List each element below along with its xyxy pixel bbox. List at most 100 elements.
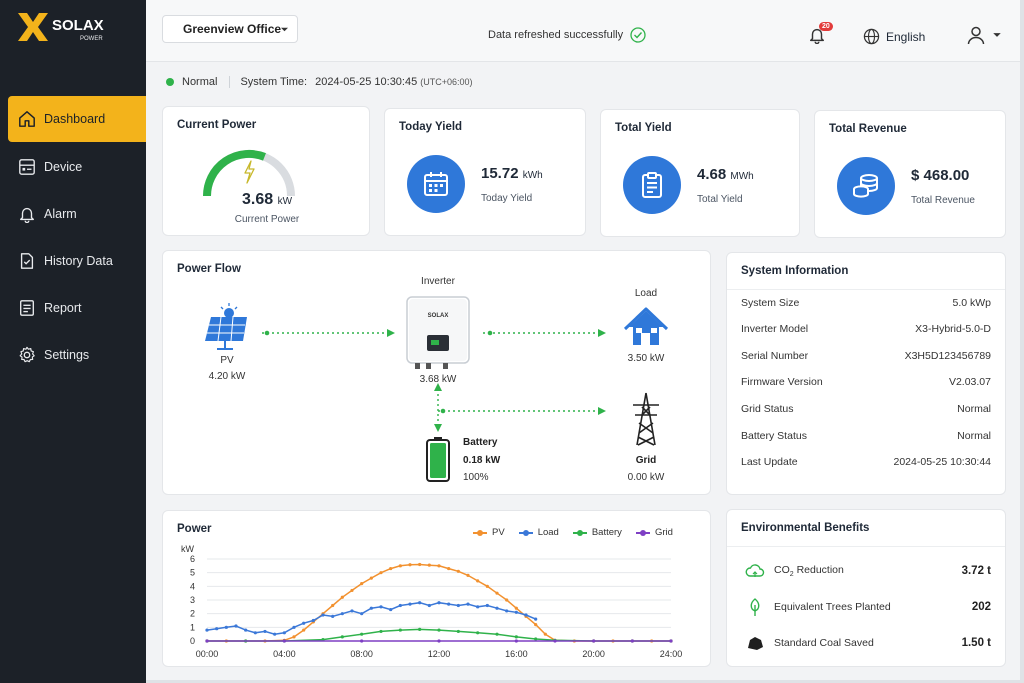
logo-text: SOLAX <box>52 17 104 34</box>
sidebar-item-label: Settings <box>44 348 90 362</box>
legend-swatch <box>473 529 487 536</box>
chart-title: Power <box>177 523 212 535</box>
data-point-pv <box>485 584 489 588</box>
sidebar-item-dashboard[interactable]: Dashboard <box>8 96 146 142</box>
current-power-value: 3.68 <box>241 191 274 208</box>
sidebar-item-label: History Data <box>44 254 113 268</box>
data-point-pv <box>534 623 538 627</box>
y-tick-label: 1 <box>190 622 195 632</box>
data-point-grid <box>437 639 441 643</box>
data-point-load <box>360 612 364 616</box>
data-point-load <box>311 618 315 623</box>
power-line-chart: kW 0 1 2 3 4 5 6 00:00 04:00 08:00 12:00 16:00 20:00 2… <box>181 544 683 659</box>
language-selector[interactable]: English <box>863 28 925 45</box>
info-value: Normal <box>957 430 991 442</box>
info-value: Normal <box>957 403 991 415</box>
data-point-load <box>418 601 422 605</box>
data-point-grid <box>205 639 209 643</box>
grid-tower-icon <box>633 392 659 446</box>
calendar-icon <box>424 172 448 196</box>
data-point-grid <box>553 639 557 643</box>
system-info-card: System Information System Size 5.0 kWp In… <box>726 252 1006 495</box>
battery-soc: 100% <box>463 472 489 483</box>
trees-label: Equivalent Trees Planted <box>774 601 891 613</box>
divider <box>727 546 1005 547</box>
today-yield-label: Today Yield <box>481 193 533 204</box>
report-icon <box>20 300 34 316</box>
data-point-load <box>282 631 286 635</box>
data-point-pv <box>456 569 460 573</box>
x-tick-label: 00:00 <box>196 649 219 659</box>
info-row: Firmware Version V2.03.07 <box>741 376 991 394</box>
language-label: English <box>886 29 926 44</box>
flow-arrowheads <box>264 329 606 432</box>
info-row: Serial Number X3H5D123456789 <box>741 350 991 368</box>
card-title: Total Revenue <box>829 123 907 135</box>
legend-swatch <box>572 529 587 536</box>
data-point-load <box>408 602 412 606</box>
total-revenue-value: $ 468.00 <box>911 167 970 184</box>
data-point-load <box>466 602 470 606</box>
data-point-battery <box>398 628 402 632</box>
data-point-grid <box>514 639 518 643</box>
data-point-load <box>340 612 344 616</box>
sidebar-item-report[interactable]: Report <box>0 286 146 330</box>
system-time: 2024-05-25 10:30:45 <box>315 76 418 88</box>
sidebar-item-label: Alarm <box>44 207 77 221</box>
status-dot <box>166 78 174 86</box>
device-icon <box>19 159 35 175</box>
sidebar-item-device[interactable]: Device <box>0 145 146 189</box>
home-icon <box>19 111 35 127</box>
load-value: 3.50 kW <box>627 353 665 364</box>
solar-panel-icon <box>205 303 247 350</box>
calendar-icon-badge <box>407 155 465 213</box>
data-point-pv <box>331 603 335 608</box>
data-point-load <box>224 625 228 629</box>
coins-icon-badge <box>837 157 895 215</box>
clipboard-icon-badge <box>623 156 681 214</box>
data-point-load <box>234 624 238 628</box>
co2-label-rest: Reduction <box>793 563 844 576</box>
data-point-load <box>485 603 489 608</box>
sidebar-item-alarm[interactable]: Alarm <box>0 192 146 236</box>
battery-label: Battery <box>463 437 498 448</box>
divider <box>229 76 231 88</box>
grid-label: Grid <box>635 455 657 466</box>
sidebar-item-history-data[interactable]: History Data <box>0 239 146 283</box>
data-point-pv <box>379 571 383 575</box>
data-point-load <box>514 610 518 614</box>
data-point-load <box>534 617 538 621</box>
sidebar-item-label: Device <box>44 160 83 174</box>
data-point-pv <box>398 564 402 568</box>
current-power-unit: kW <box>277 196 293 207</box>
alarm-bell-icon <box>20 207 34 223</box>
data-point-load <box>244 628 248 632</box>
x-tick-label: 24:00 <box>660 649 683 659</box>
y-tick-label: 6 <box>190 554 195 564</box>
globe-icon <box>863 28 880 45</box>
user-menu[interactable] <box>966 25 1002 45</box>
current-power-card: Current Power 3.68 kW Current Power <box>162 106 370 236</box>
co2-value: 3.72 t <box>961 565 991 577</box>
y-tick-label: 0 <box>190 636 195 646</box>
legend-label: Grid <box>654 527 673 538</box>
solax-logo: SOLAX POWER <box>18 13 104 42</box>
top-bar: Greenview Office Data refreshed successf… <box>146 0 1020 62</box>
trees-value: 202 <box>971 601 991 613</box>
notification-bell-icon[interactable] <box>808 26 826 44</box>
value-number: 15.72 <box>481 165 519 182</box>
sidebar-item-settings[interactable]: Settings <box>0 333 146 377</box>
pv-value: 4.20 kW <box>208 371 246 382</box>
inverter-value: 3.68 kW <box>419 374 457 385</box>
main-content: Greenview Office Data refreshed successf… <box>146 0 1020 680</box>
data-point-battery <box>495 632 499 636</box>
data-point-pv <box>476 579 480 583</box>
data-point-load <box>350 609 354 613</box>
coal-icon <box>748 637 763 650</box>
pv-label: PV <box>220 355 234 366</box>
tree-icon <box>750 598 760 616</box>
data-point-load <box>273 632 277 636</box>
site-selector[interactable]: Greenview Office <box>162 15 298 43</box>
house-icon <box>623 307 669 345</box>
data-point-load <box>495 606 499 610</box>
